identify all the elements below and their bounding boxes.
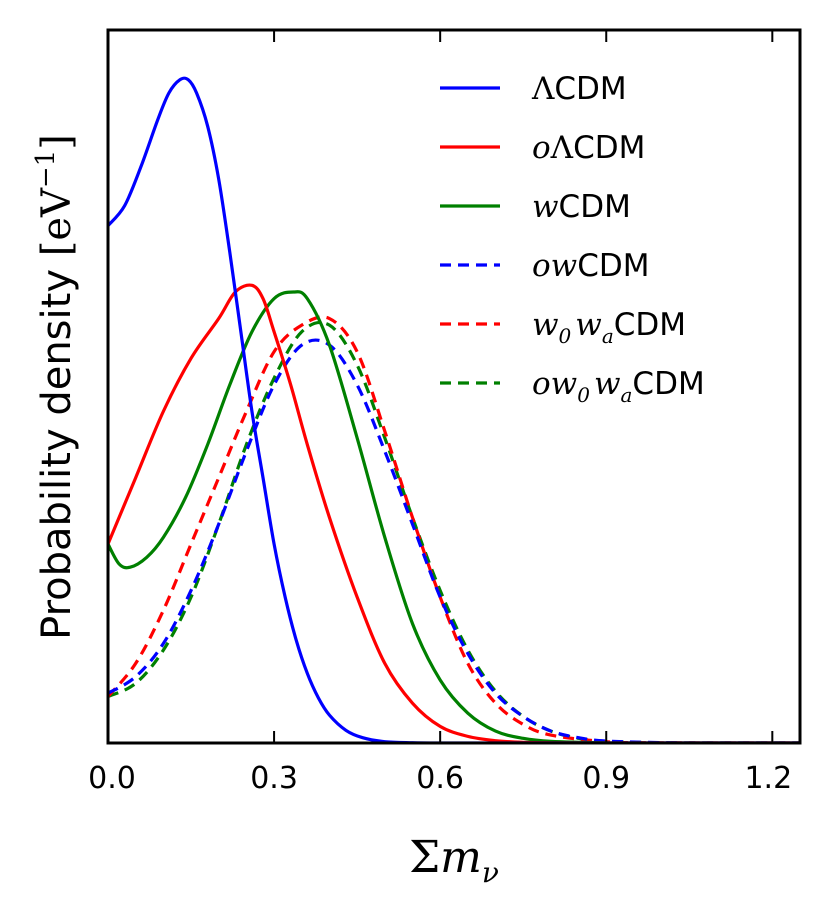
series-line-ow0wacdm-dashed	[108, 320, 800, 743]
series-layer	[108, 76, 800, 743]
legend-item: owCDM	[440, 248, 649, 284]
x-tick-label: 0.6	[416, 761, 464, 796]
y-axis-label: Probability density [eV−1]	[31, 134, 80, 640]
series-line-cdm	[108, 76, 800, 743]
legend: ΛCDM oΛCDM wCDM owCDM w0 waCDM ow0 waCDM	[440, 71, 705, 407]
plot-frame	[106, 28, 802, 745]
y-axis-label-sup: −1	[31, 150, 61, 188]
series-line-wcdm	[108, 290, 800, 743]
x-tick-label: 0.9	[582, 761, 630, 796]
x-axis-label: Σmν	[409, 832, 499, 889]
legend-label: wCDM	[532, 189, 631, 225]
legend-label: ow0 waCDM	[532, 366, 705, 407]
legend-item: oΛCDM	[440, 130, 645, 166]
x-tick-label: 0.3	[250, 761, 298, 796]
series-line-w0wacdm-dashed	[108, 315, 800, 743]
legend-item: wCDM	[440, 189, 631, 225]
y-axis-label-text: Probability density	[34, 256, 80, 640]
y-axis-label-bracket-close: ]	[34, 134, 80, 150]
legend-item: w0 waCDM	[440, 307, 686, 348]
legend-label: owCDM	[532, 248, 649, 284]
x-tick-label: 1.2	[744, 761, 792, 796]
y-axis-label-unit: eV	[34, 187, 80, 241]
x-tick-label: 0.0	[88, 761, 136, 796]
legend-label: w0 waCDM	[532, 307, 686, 348]
legend-item: ΛCDM	[440, 71, 627, 107]
legend-item: ow0 waCDM	[440, 366, 705, 407]
x-axis-label-sigma: Σ	[409, 832, 440, 883]
legend-label: oΛCDM	[532, 130, 645, 166]
x-axis-label-m: m	[440, 832, 482, 883]
legend-label: ΛCDM	[531, 71, 627, 107]
series-line-ocdm	[108, 283, 800, 743]
x-axis-label-sub: ν	[482, 856, 499, 889]
y-axis-label-bracket-open: [	[34, 241, 80, 257]
x-axis: 0.0 0.3 0.6 0.9 1.2	[88, 30, 792, 796]
